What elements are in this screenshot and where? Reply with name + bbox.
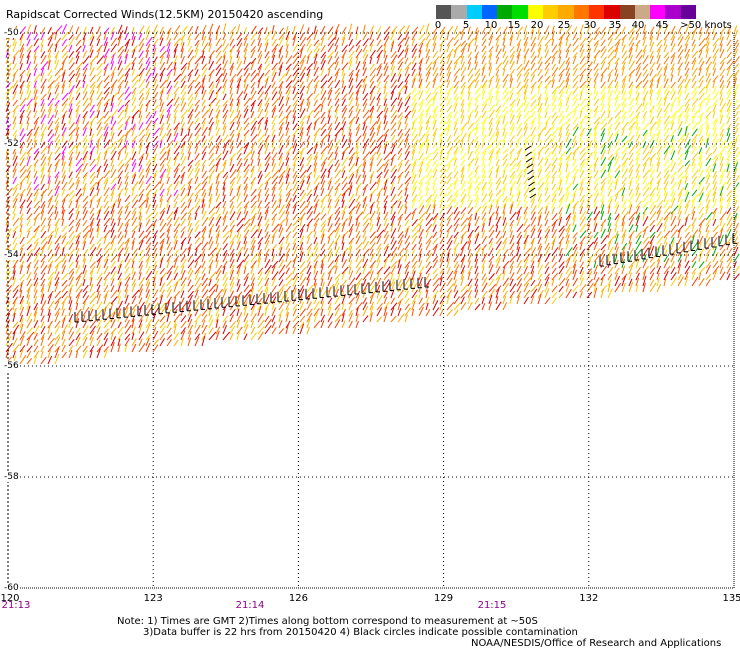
colorbar-label: 45 [655, 20, 669, 31]
colorbar-swatch [573, 5, 589, 19]
colorbar-label: 0 [434, 20, 442, 31]
map-frame [7, 32, 735, 589]
colorbar-label: 25 [557, 20, 571, 31]
latitude-tick-label: -52 [4, 139, 19, 149]
time-label: 21:15 [477, 600, 507, 611]
colorbar-swatch [634, 5, 651, 19]
longitude-tick-label: 120 [0, 593, 20, 604]
colorbar-swatch [588, 5, 605, 19]
colorbar-label: 15 [507, 20, 521, 31]
note-line-1: Note: 1) Times are GMT 2)Times along bot… [117, 616, 538, 627]
longitude-tick-label: 132 [579, 593, 599, 604]
colorbar-label: 40 [631, 20, 645, 31]
colorbar-swatch [558, 5, 574, 19]
colorbar-swatch [527, 5, 544, 19]
map-title: Rapidscat Corrected Winds(12.5KM) 201504… [6, 8, 324, 21]
note-line-2: 3)Data buffer is 22 hrs from 20150420 4)… [143, 627, 578, 638]
time-label: 21:13 [1, 600, 31, 611]
colorbar-swatch [512, 5, 528, 19]
latitude-tick-label: -50 [4, 28, 19, 38]
longitude-tick-label: 123 [143, 593, 163, 604]
longitude-tick-label: 129 [434, 593, 454, 604]
colorbar-label: 30 [583, 20, 597, 31]
latitude-tick-label: -56 [4, 361, 19, 371]
latitude-tick-label: -54 [4, 250, 19, 260]
colorbar-swatch [497, 5, 513, 19]
wind-barbs-layer [5, 23, 740, 371]
colorbar-label: >50 knots [680, 20, 732, 31]
map-grid [7, 32, 735, 589]
credit-line: NOAA/NESDIS/Office of Research and Appli… [471, 638, 722, 649]
colorbar-label: 5 [462, 20, 470, 31]
latitude-tick-label: -58 [4, 472, 19, 482]
colorbar-labels: 0 5 10 15 20 25 30 35 40 45 >50 knots [434, 20, 736, 32]
colorbar-swatch [619, 5, 635, 19]
colorbar-label: 10 [484, 20, 498, 31]
longitude-tick-label: 126 [288, 593, 308, 604]
colorbar-label: 20 [530, 20, 544, 31]
wind-speed-colorbar [436, 5, 697, 19]
colorbar-swatch [466, 5, 482, 19]
colorbar-swatch [680, 5, 697, 19]
colorbar-swatch [436, 5, 452, 19]
time-label: 21:14 [235, 600, 265, 611]
longitude-tick-label: 135 [722, 593, 740, 604]
latitude-tick-label: -60 [4, 583, 19, 593]
colorbar-swatch [543, 5, 559, 19]
colorbar-swatch [650, 5, 666, 19]
colorbar-swatch [451, 5, 467, 19]
colorbar-swatch [481, 5, 498, 19]
colorbar-swatch [665, 5, 681, 19]
colorbar-swatch [604, 5, 620, 19]
colorbar-label: 35 [608, 20, 622, 31]
